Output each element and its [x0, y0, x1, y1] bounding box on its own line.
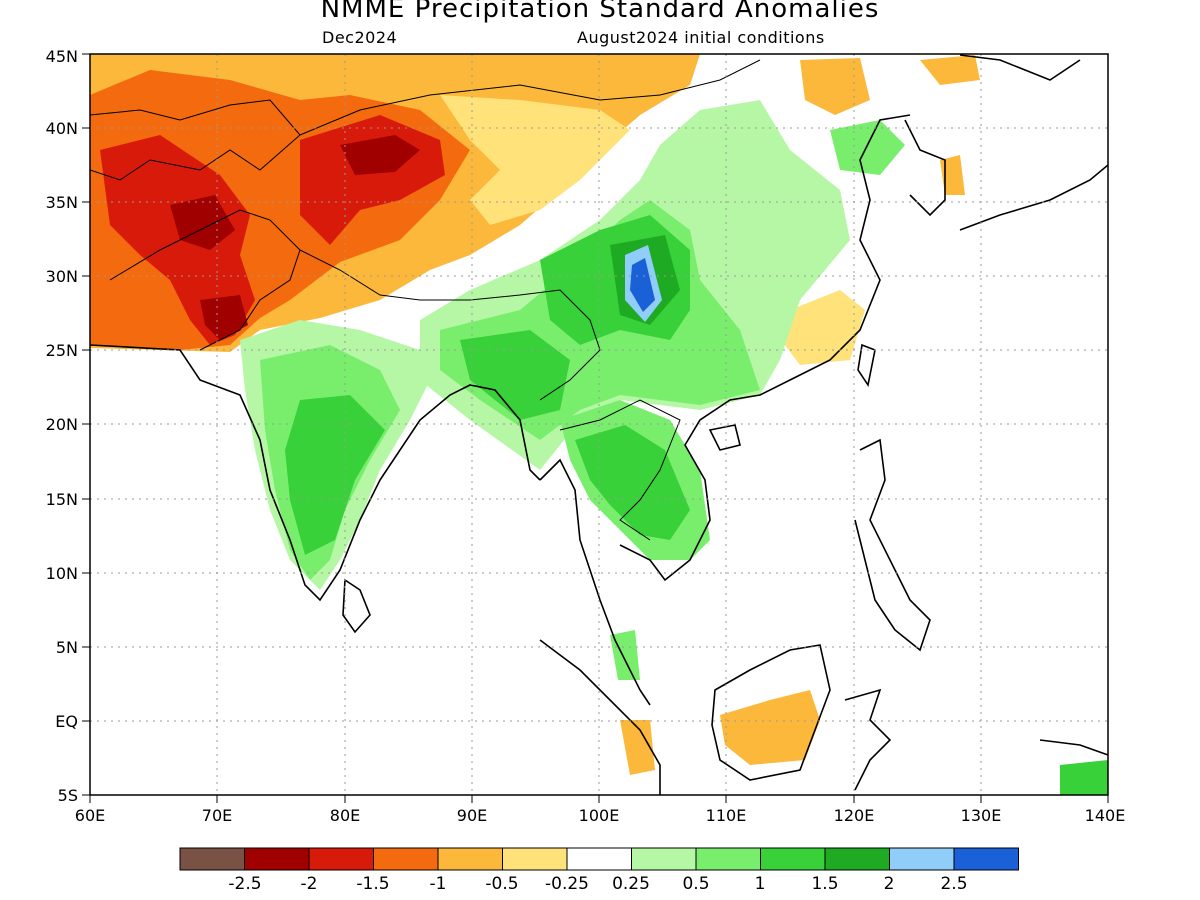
latitude-labels: 5S EQ 5N 10N 15N 20N 25N 30N 35N 40N 45N: [46, 47, 78, 805]
lat-label: 40N: [46, 119, 78, 138]
coast-srilanka: [342, 578, 371, 634]
legend-swatch: [308, 847, 374, 871]
border-afghan-pak: [109, 209, 301, 351]
dry-pale-band: [440, 95, 630, 225]
lon-label: 90E: [457, 806, 487, 825]
dry-region-afghan: [170, 195, 248, 340]
coast-sumatra: [539, 639, 661, 795]
coast-japan: [959, 54, 1108, 231]
lon-label: 130E: [961, 806, 1002, 825]
color-legend-labels: -2.5 -2 -1.5 -1 -0.5 -0.25 0.25 0.5 1 1.…: [228, 874, 967, 894]
legend-swatch: [953, 847, 1019, 871]
legend-label: -1.5: [356, 874, 389, 894]
border-himalaya: [299, 249, 601, 401]
wet-indochina-core: [575, 425, 690, 540]
lon-label: 110E: [706, 806, 747, 825]
lat-label: 5N: [56, 638, 78, 657]
border-indochina: [559, 399, 681, 541]
legend-swatch: [760, 847, 826, 871]
lon-label: 60E: [75, 806, 105, 825]
lat-label: 15N: [46, 490, 78, 509]
gridlines: [90, 54, 1108, 795]
lat-label: 10N: [46, 564, 78, 583]
dry-region-tibet-core: [340, 135, 420, 175]
dry-sumatra: [620, 720, 655, 775]
map-title: NMME Precipitation Standard Anomalies: [320, 0, 880, 24]
legend-swatch: [695, 847, 761, 871]
dry-mongolia: [800, 58, 870, 115]
wet-patch-newguinea: [1060, 760, 1108, 795]
wet-region-blue-core: [630, 258, 655, 312]
coast-korea: [904, 119, 946, 217]
legend-label: 1: [755, 874, 766, 894]
legend-swatch: [373, 847, 439, 871]
dry-borneo: [720, 690, 820, 765]
border-china-mongolia: [299, 59, 761, 136]
coast-newguinea: [1039, 739, 1108, 756]
legend-label: 1.5: [811, 874, 838, 894]
legend-label: -0.5: [485, 874, 518, 894]
legend-label: 0.25: [612, 874, 650, 894]
lat-label: 35N: [46, 193, 78, 212]
color-legend: [179, 847, 1019, 871]
lon-label: 100E: [579, 806, 620, 825]
country-borders: [90, 59, 761, 541]
lat-label: 30N: [46, 267, 78, 286]
coast-india: [90, 344, 541, 602]
tick-marks: [82, 53, 1109, 803]
legend-swatch: [631, 847, 697, 871]
legend-label: 0.5: [682, 874, 709, 894]
lat-label: 45N: [46, 47, 78, 66]
border-central-asia: [90, 99, 301, 181]
lat-label: 20N: [46, 415, 78, 434]
legend-swatch: [824, 847, 890, 871]
coast-indochina: [539, 114, 911, 706]
dry-japan: [920, 55, 980, 195]
coastlines: [90, 54, 1108, 795]
lon-label: 80E: [330, 806, 360, 825]
dry-region-core: [100, 135, 255, 345]
legend-swatch: [566, 847, 632, 871]
lat-label: 25N: [46, 341, 78, 360]
wet-patch-malaysia: [610, 630, 640, 680]
lon-label: 140E: [1085, 806, 1126, 825]
lon-label: 120E: [834, 806, 875, 825]
coast-taiwan: [857, 343, 876, 388]
legend-label: -1: [430, 874, 447, 894]
legend-label: -0.25: [545, 874, 589, 894]
coast-borneo: [711, 644, 831, 781]
lat-label: 5S: [58, 786, 78, 805]
longitude-labels: 60E 70E 80E 90E 100E 110E 120E 130E 140E: [75, 806, 1126, 825]
coast-hainan: [708, 424, 741, 451]
wet-india-core: [285, 395, 385, 555]
legend-swatch: [179, 847, 245, 871]
legend-label: 2.5: [940, 874, 967, 894]
forecast-month: Dec2024: [322, 28, 398, 47]
lon-label: 70E: [202, 806, 232, 825]
coast-sulawesi: [844, 688, 892, 791]
wet-korea: [830, 120, 905, 175]
legend-label: -2.5: [228, 874, 261, 894]
legend-label: -2: [301, 874, 318, 894]
dry-east-china: [785, 290, 865, 365]
coast-philippines: [854, 438, 931, 652]
anomaly-field: [90, 54, 1108, 795]
legend-swatch: [437, 847, 503, 871]
initial-conditions: August2024 initial conditions: [577, 28, 825, 47]
legend-swatch: [502, 847, 568, 871]
lat-label: EQ: [55, 712, 78, 731]
legend-swatch: [244, 847, 310, 871]
legend-label: 2: [884, 874, 895, 894]
legend-swatch: [889, 847, 955, 871]
